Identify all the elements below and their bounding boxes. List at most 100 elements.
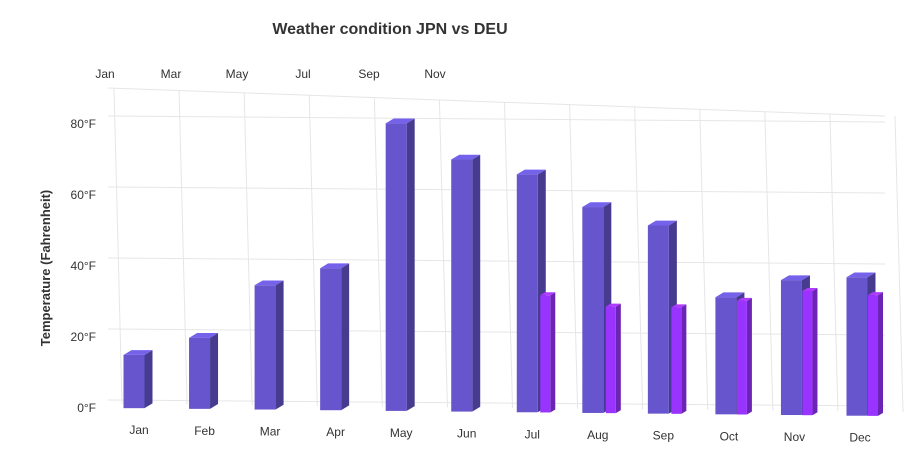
top-gridline <box>107 87 886 117</box>
bar-series2 <box>671 304 687 414</box>
bar-series1 <box>385 118 415 411</box>
bar-series1 <box>123 350 153 409</box>
bars-layer <box>123 118 883 416</box>
x-tick-label: Jun <box>457 427 476 441</box>
bar-side <box>472 154 481 412</box>
bar-top <box>868 292 883 296</box>
x-gridline <box>504 101 513 408</box>
bar-top <box>647 220 677 226</box>
bar-top <box>715 292 745 298</box>
bar-front <box>802 290 813 416</box>
bar-series2 <box>605 303 621 414</box>
bar-series2 <box>736 297 752 415</box>
bar-side <box>878 292 883 416</box>
bar-front <box>540 295 551 413</box>
bar-top <box>605 303 621 307</box>
x-gridline <box>634 106 644 410</box>
x-tick-label: Jul <box>525 427 540 441</box>
x-tick-label: Mar <box>260 425 281 439</box>
x-tick-label: Sep <box>653 429 675 443</box>
bar-side <box>681 304 687 414</box>
bar-series2 <box>540 292 556 413</box>
bar-series2 <box>868 292 883 416</box>
bar-series1 <box>320 263 350 411</box>
y-tick-label: 60°F <box>71 188 96 202</box>
chart-title: Weather condition JPN vs DEU <box>272 21 507 38</box>
x-tick-label: Apr <box>326 425 345 439</box>
x-gridline <box>113 87 123 404</box>
x-top-tick-label: Mar <box>161 67 182 81</box>
x-gridline <box>373 97 383 407</box>
labels-layer: 0°F 20°F 40°F 60°F 80°F Jan Feb Mar Apr May Jun Jul… <box>71 67 871 445</box>
bar-top <box>385 118 415 124</box>
x-tick-label: Aug <box>587 428 608 442</box>
bar-series1 <box>451 154 481 412</box>
bar-front <box>605 306 616 414</box>
bar-front <box>671 307 682 414</box>
x-gridline <box>178 90 188 405</box>
grid-layer <box>107 87 904 413</box>
bar-top <box>189 333 219 338</box>
bar-front <box>320 268 342 411</box>
x-tick-label: Feb <box>194 424 215 438</box>
x-top-tick-label: Sep <box>358 67 380 81</box>
x-top-tick-label: Jul <box>295 67 310 81</box>
bar-top <box>802 287 818 291</box>
bar-side <box>746 297 752 415</box>
bar-front <box>780 280 802 416</box>
bar-front <box>846 277 868 416</box>
bar-series2 <box>802 287 818 416</box>
bar-front <box>254 285 276 410</box>
bar-front <box>189 337 211 409</box>
x-gridline <box>894 115 904 413</box>
x-gridline <box>699 108 709 410</box>
y-tick-label: 0°F <box>77 401 96 415</box>
bar-front <box>647 225 669 414</box>
y-axis-title: Temperature (Fahrenheit) <box>38 190 53 347</box>
x-top-tick-label: Nov <box>424 67 445 81</box>
bar-top <box>123 350 153 355</box>
bar-top <box>451 154 481 160</box>
bar-front <box>582 207 604 413</box>
bar-front <box>868 295 878 416</box>
bar-side <box>406 118 415 411</box>
bar-series1 <box>254 280 284 410</box>
bar-side <box>550 292 556 413</box>
y-gridline <box>107 115 886 123</box>
bar-front <box>715 297 737 415</box>
y-gridline <box>107 328 886 336</box>
bar-side <box>812 287 818 416</box>
bar-side <box>615 303 621 414</box>
x-top-tick-label: Jan <box>95 67 114 81</box>
x-tick-label: Dec <box>849 431 870 445</box>
bar-series1 <box>189 333 219 409</box>
bar-top <box>540 292 556 296</box>
bar-top <box>736 297 752 301</box>
bar-top <box>516 169 546 175</box>
bar-front <box>123 354 145 409</box>
bar-front <box>516 174 538 413</box>
y-tick-label: 40°F <box>71 259 96 273</box>
bar-top <box>671 304 687 308</box>
bar-top <box>320 263 350 269</box>
bar-top <box>846 272 876 278</box>
bar-side <box>144 350 153 409</box>
x-gridline <box>243 92 253 406</box>
y-gridline <box>107 257 886 265</box>
y-gridline <box>107 399 886 407</box>
bar-front <box>451 159 473 412</box>
y-gridline <box>107 186 886 194</box>
x-top-tick-label: May <box>226 67 249 81</box>
x-tick-label: May <box>390 426 413 440</box>
y-tick-label: 20°F <box>71 330 96 344</box>
x-tick-label: Jan <box>129 423 148 437</box>
y-tick-label: 80°F <box>71 117 96 131</box>
bar-top <box>582 202 612 208</box>
bar-front <box>736 300 747 415</box>
bar-side <box>210 333 219 409</box>
x-tick-label: Nov <box>784 430 805 444</box>
x-gridline <box>829 113 839 412</box>
x-gridline <box>764 111 774 411</box>
bar-front <box>385 123 407 411</box>
